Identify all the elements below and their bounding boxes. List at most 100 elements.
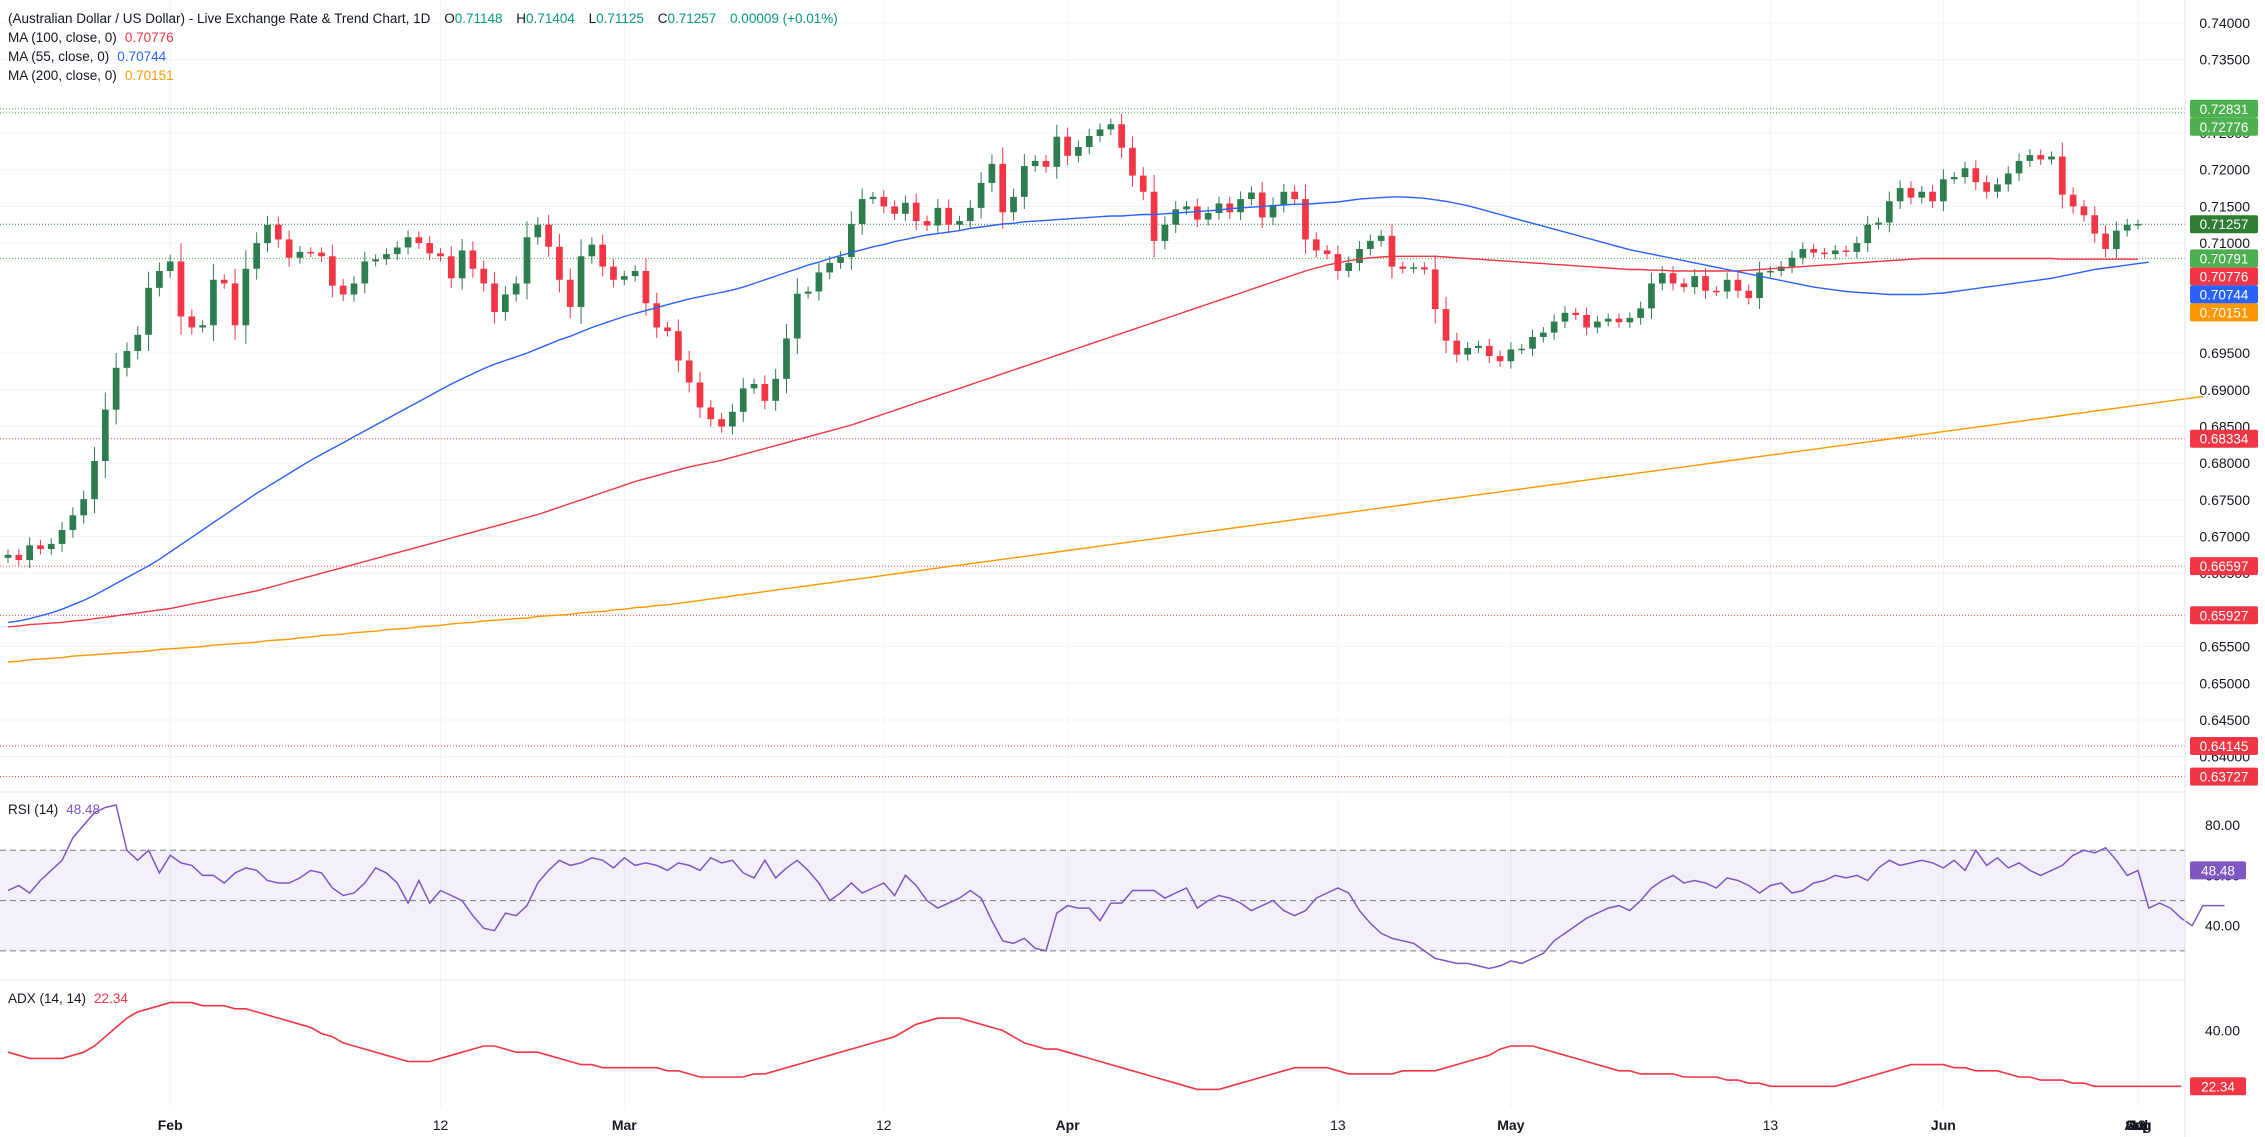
candle-body (1777, 266, 1785, 271)
candle-body (1864, 224, 1872, 244)
price-tag (2190, 215, 2258, 234)
candle-body (1810, 248, 1817, 253)
candle-body (1172, 209, 1180, 225)
candle-body (891, 206, 898, 214)
price-tag-label: 0.70744 (2200, 287, 2249, 302)
price-tag-label: 0.72776 (2200, 120, 2249, 135)
price-tick-label: 0.65000 (2199, 675, 2250, 691)
time-tick-label: Sep (2125, 1117, 2151, 1133)
price-tick-label: 0.69500 (2199, 345, 2250, 361)
candle-body (253, 243, 261, 269)
candle-body (1150, 191, 1158, 241)
price-tag-label: 0.70791 (2200, 251, 2249, 266)
candle-body (1788, 257, 1796, 267)
candle-body (2037, 155, 2045, 160)
candle-body (1734, 279, 1742, 291)
adx-tag-label: 22.34 (2201, 1079, 2235, 1094)
candle-body (134, 334, 142, 351)
candle-body (1042, 160, 1050, 167)
rsi-tick-label: 40.00 (2205, 918, 2240, 934)
candle-body (4, 554, 12, 558)
legend-ma200[interactable]: MA (200, close, 0) 0.70151 (8, 68, 174, 83)
candle-body (372, 259, 379, 262)
candle-body (1767, 270, 1774, 273)
candle-body (837, 257, 844, 263)
price-tick-label: 0.71000 (2199, 235, 2250, 251)
candle-body (285, 239, 293, 258)
candle-body (177, 261, 185, 317)
price-tick-label: 0.68000 (2199, 455, 2250, 471)
candle-body (631, 270, 639, 277)
candle-body (274, 224, 282, 240)
candles (4, 113, 2142, 569)
candle-body (566, 279, 574, 307)
price-tick-label: 0.71500 (2199, 198, 2250, 214)
price-tags: 0.72831 0.72776 0.71257 0.70791 0.70776 0.707… (2190, 99, 2258, 1096)
candle-body (1853, 243, 1861, 252)
candle-body (599, 244, 607, 267)
candle-body (156, 270, 163, 288)
time-tick-label: 13 (1763, 1117, 1779, 1133)
candle-body (1626, 317, 1634, 323)
candle-body (15, 554, 23, 561)
price-tag (2190, 285, 2258, 304)
rsi-tag (2190, 861, 2246, 880)
rsi-tag-label: 48.48 (2201, 863, 2235, 878)
price-tick-label: 0.74000 (2199, 15, 2250, 31)
legend-ma100[interactable]: MA (100, close, 0) 0.70776 (8, 30, 174, 45)
candle-body (1356, 248, 1363, 263)
candle-body (1907, 188, 1915, 198)
candle-body (145, 287, 152, 335)
candle-body (1485, 345, 1493, 357)
candle-body (491, 283, 498, 313)
legend-ma55[interactable]: MA (55, close, 0) 0.70744 (8, 49, 167, 64)
legend-rsi[interactable]: RSI (14) 48.48 (8, 802, 100, 817)
candle-body (2091, 215, 2099, 234)
candle-body (1723, 279, 1731, 292)
candle-body (404, 237, 412, 248)
candle-body (1896, 188, 1904, 202)
candle-body (1291, 191, 1299, 200)
candle-body (1658, 273, 1666, 284)
candle-body (1712, 290, 1720, 293)
legend-adx[interactable]: ADX (14, 14) 22.34 (8, 991, 128, 1006)
candle-body (545, 224, 552, 247)
candle-body (415, 237, 423, 244)
candle-body (383, 254, 390, 260)
candle-body (2048, 156, 2055, 160)
candle-body (350, 283, 358, 295)
moving-averages (7, 196, 2203, 663)
candle-body (1831, 250, 1839, 255)
candle-body (123, 350, 131, 368)
time-tick-label: Jul (2128, 1117, 2148, 1133)
rsi-pane[interactable] (0, 804, 2225, 970)
candle-body (1388, 235, 1396, 267)
candle-body (804, 291, 812, 294)
candle-body (264, 224, 271, 244)
candle-body (1204, 213, 1212, 220)
candle-body (729, 411, 736, 427)
chart-header: (Australian Dollar / US Dollar) - Live E… (8, 11, 838, 83)
price-tag-label: 0.71257 (2200, 217, 2249, 232)
candle-body (1799, 248, 1807, 258)
price-tag (2190, 117, 2258, 136)
candle-body (653, 303, 661, 328)
candle-body (1139, 175, 1147, 192)
candle-body (1323, 250, 1331, 255)
candle-body (339, 285, 347, 295)
candle-body (1961, 168, 1969, 178)
price-axis[interactable]: 0.740000.735000.725000.720000.715000.710… (2199, 15, 2250, 1038)
candle-body (1129, 147, 1136, 176)
candle-body (426, 243, 434, 254)
candle-body (1215, 203, 1223, 214)
candle-body (1561, 312, 1569, 322)
candle-body (1702, 276, 1709, 291)
candle-body (1691, 276, 1699, 288)
candle-body (1637, 308, 1644, 318)
candle-body (37, 545, 44, 550)
candle-body (1312, 239, 1320, 251)
adx-pane[interactable] (7, 1001, 2182, 1091)
candle-body (210, 279, 217, 326)
